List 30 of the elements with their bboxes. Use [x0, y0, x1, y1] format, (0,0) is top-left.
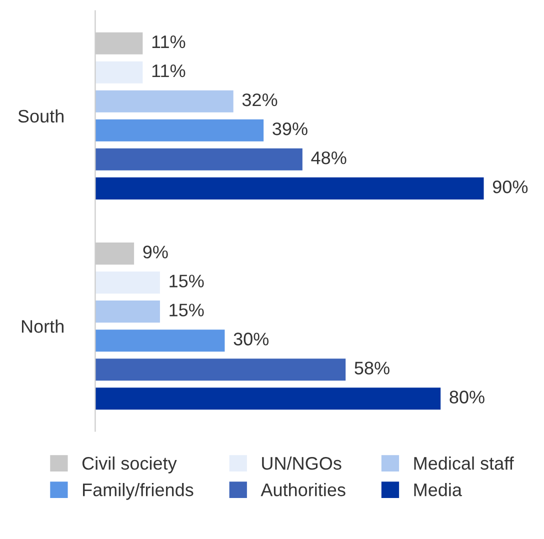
legend-label: Medical staff [414, 456, 514, 470]
bar [95, 300, 160, 323]
y-tick-label: North [22, 320, 64, 333]
bar [95, 330, 225, 352]
bar [95, 90, 234, 112]
legend-label: Authorities [260, 482, 346, 496]
data-label: 15% [170, 274, 204, 288]
legend-label: UN/NGOs [262, 456, 342, 470]
data-label: 15% [170, 304, 204, 316]
legend-label: Family/friends [83, 482, 194, 500]
data-label: 32% [242, 93, 278, 106]
data-label: 30% [234, 332, 269, 346]
data-label: 80% [450, 390, 484, 404]
legend-label: Media [414, 482, 462, 496]
bar [95, 358, 346, 381]
data-label: 39% [272, 122, 308, 136]
data-label: 11% [152, 64, 186, 78]
legend-label: Civil society [82, 456, 177, 474]
data-label: 9% [143, 246, 168, 258]
bar [95, 148, 302, 170]
bar [95, 61, 143, 84]
data-label: 90% [492, 180, 528, 194]
bar [95, 177, 484, 200]
data-label: 48% [311, 151, 346, 164]
bar [95, 388, 441, 410]
data-label: 11% [152, 36, 186, 48]
data-label: 58% [354, 362, 390, 374]
bar [95, 272, 160, 294]
y-tick-label: South [18, 109, 64, 123]
bar [95, 119, 264, 142]
